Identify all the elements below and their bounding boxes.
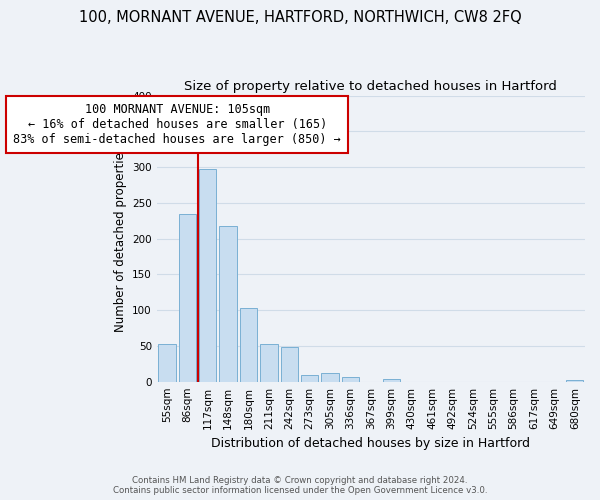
X-axis label: Distribution of detached houses by size in Hartford: Distribution of detached houses by size …: [211, 437, 530, 450]
Y-axis label: Number of detached properties: Number of detached properties: [113, 146, 127, 332]
Bar: [566, 380, 583, 382]
Bar: [158, 344, 176, 382]
Bar: [240, 308, 257, 382]
Text: 100 MORNANT AVENUE: 105sqm
← 16% of detached houses are smaller (165)
83% of sem: 100 MORNANT AVENUE: 105sqm ← 16% of deta…: [13, 102, 341, 146]
Bar: [260, 344, 278, 382]
Bar: [220, 226, 237, 382]
Text: Contains HM Land Registry data © Crown copyright and database right 2024.
Contai: Contains HM Land Registry data © Crown c…: [113, 476, 487, 495]
Bar: [301, 374, 319, 382]
Bar: [281, 346, 298, 382]
Bar: [322, 373, 339, 382]
Bar: [199, 168, 217, 382]
Bar: [342, 378, 359, 382]
Title: Size of property relative to detached houses in Hartford: Size of property relative to detached ho…: [184, 80, 557, 93]
Bar: [179, 214, 196, 382]
Bar: [383, 379, 400, 382]
Text: 100, MORNANT AVENUE, HARTFORD, NORTHWICH, CW8 2FQ: 100, MORNANT AVENUE, HARTFORD, NORTHWICH…: [79, 10, 521, 25]
